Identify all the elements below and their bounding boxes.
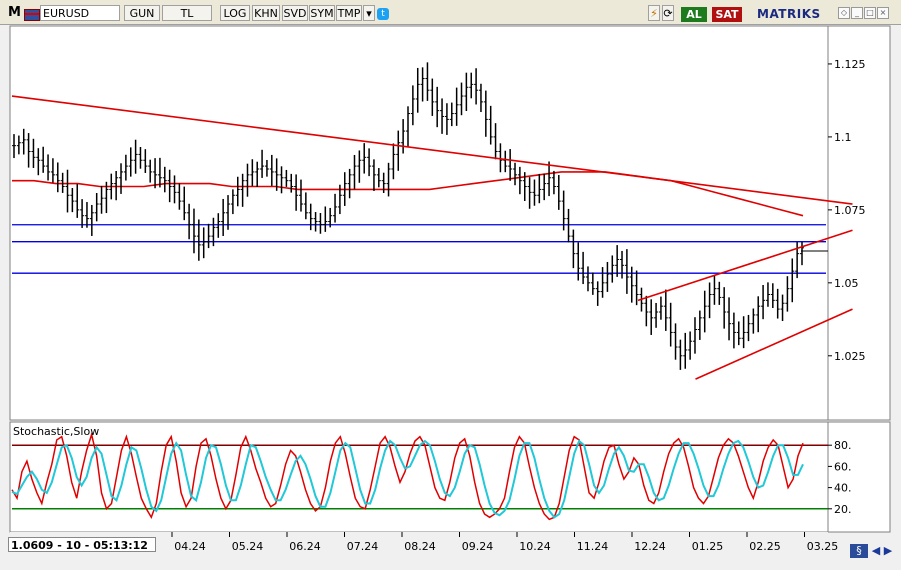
tb-btn-tl[interactable]: TL: [162, 5, 212, 21]
pin-icon[interactable]: ◇: [838, 7, 850, 19]
time-tick-label: 01.25: [692, 540, 724, 553]
stoch-tick-label: 40.: [834, 482, 852, 495]
refresh-icon[interactable]: ⟳: [662, 5, 674, 21]
symbol-input[interactable]: EURUSD: [40, 5, 120, 21]
stochastic-layer: [11, 431, 828, 521]
time-tick-label: 05.24: [232, 540, 264, 553]
stoch-tick-label: 80.: [834, 439, 852, 452]
twitter-icon[interactable]: t: [377, 8, 389, 20]
app-logo: M: [8, 5, 21, 20]
time-tick-label: 09.24: [462, 540, 494, 553]
time-tick-label: 12.24: [634, 540, 666, 553]
time-tick-label: 06.24: [289, 540, 321, 553]
tb-btn-sym[interactable]: SYM: [309, 5, 335, 21]
tb-btn-gun[interactable]: GUN: [124, 5, 160, 21]
time-tick-label: 08.24: [404, 540, 436, 553]
brand-logo: MATRIKS: [757, 7, 821, 21]
stoch-tick-label: 20.: [834, 503, 852, 516]
price-tick-label: 1.025: [834, 350, 866, 363]
price-axis: [827, 25, 891, 421]
scroll-right-icon[interactable]: ▶: [883, 544, 893, 557]
tb-btn-khn[interactable]: KHN: [252, 5, 280, 21]
axis-layer: 1.125 1.1 1.075 1.05 1.025 04.24 05.24 06.24 07.…: [171, 58, 866, 553]
trendline-channel-lower: [695, 308, 853, 380]
buy-button[interactable]: AL: [681, 7, 707, 22]
time-tick-label: 10.24: [519, 540, 551, 553]
close-icon[interactable]: ×: [877, 7, 889, 19]
stochastic-series-0: [11, 431, 804, 521]
price-layer: [11, 62, 853, 380]
price-tick-label: 1.125: [834, 58, 866, 71]
price-tick-label: 1.05: [834, 277, 859, 290]
price-tick-label: 1.1: [834, 131, 852, 144]
stoch-axis: [827, 421, 891, 533]
time-tick-label: 03.25: [807, 540, 839, 553]
sync-icon[interactable]: §: [850, 544, 868, 558]
price-tick-label: 1.075: [834, 204, 866, 217]
trendline-long-downtrend: [11, 95, 853, 205]
scroll-left-icon[interactable]: ◀: [871, 544, 881, 557]
stochastic-series-1: [11, 439, 804, 519]
tb-btn-log[interactable]: LOG: [220, 5, 250, 21]
tb-btn-svd[interactable]: SVD: [282, 5, 308, 21]
tb-btn-tmp[interactable]: TMP: [336, 5, 362, 21]
lightning-icon[interactable]: ⚡: [648, 5, 660, 21]
time-tick-label: 07.24: [347, 540, 379, 553]
sell-button[interactable]: SAT: [712, 7, 742, 22]
toolbar: M EURUSD GUN TL LOG KHN SVD SYM TMP ▾ t …: [0, 0, 901, 25]
price-panel: [9, 25, 829, 421]
time-tick-label: 02.25: [749, 540, 781, 553]
minimize-icon[interactable]: _: [851, 7, 863, 19]
stoch-tick-label: 60.: [834, 460, 852, 473]
chart-canvas[interactable]: 1.125 1.1 1.075 1.05 1.025 04.24 05.24 06.24 07.…: [0, 24, 901, 558]
stochastic-panel: [9, 421, 829, 533]
price-time-readout: 1.0609 - 10 - 05:13:12: [8, 537, 156, 552]
eu-flag-icon: [24, 9, 40, 21]
time-tick-label: 11.24: [577, 540, 609, 553]
stochastic-title: Stochastic,Slow: [13, 425, 99, 438]
tb-dropdown-icon[interactable]: ▾: [363, 5, 375, 21]
maximize-icon[interactable]: □: [864, 7, 876, 19]
trendline-channel-upper: [637, 229, 853, 302]
time-tick-label: 04.24: [174, 540, 206, 553]
